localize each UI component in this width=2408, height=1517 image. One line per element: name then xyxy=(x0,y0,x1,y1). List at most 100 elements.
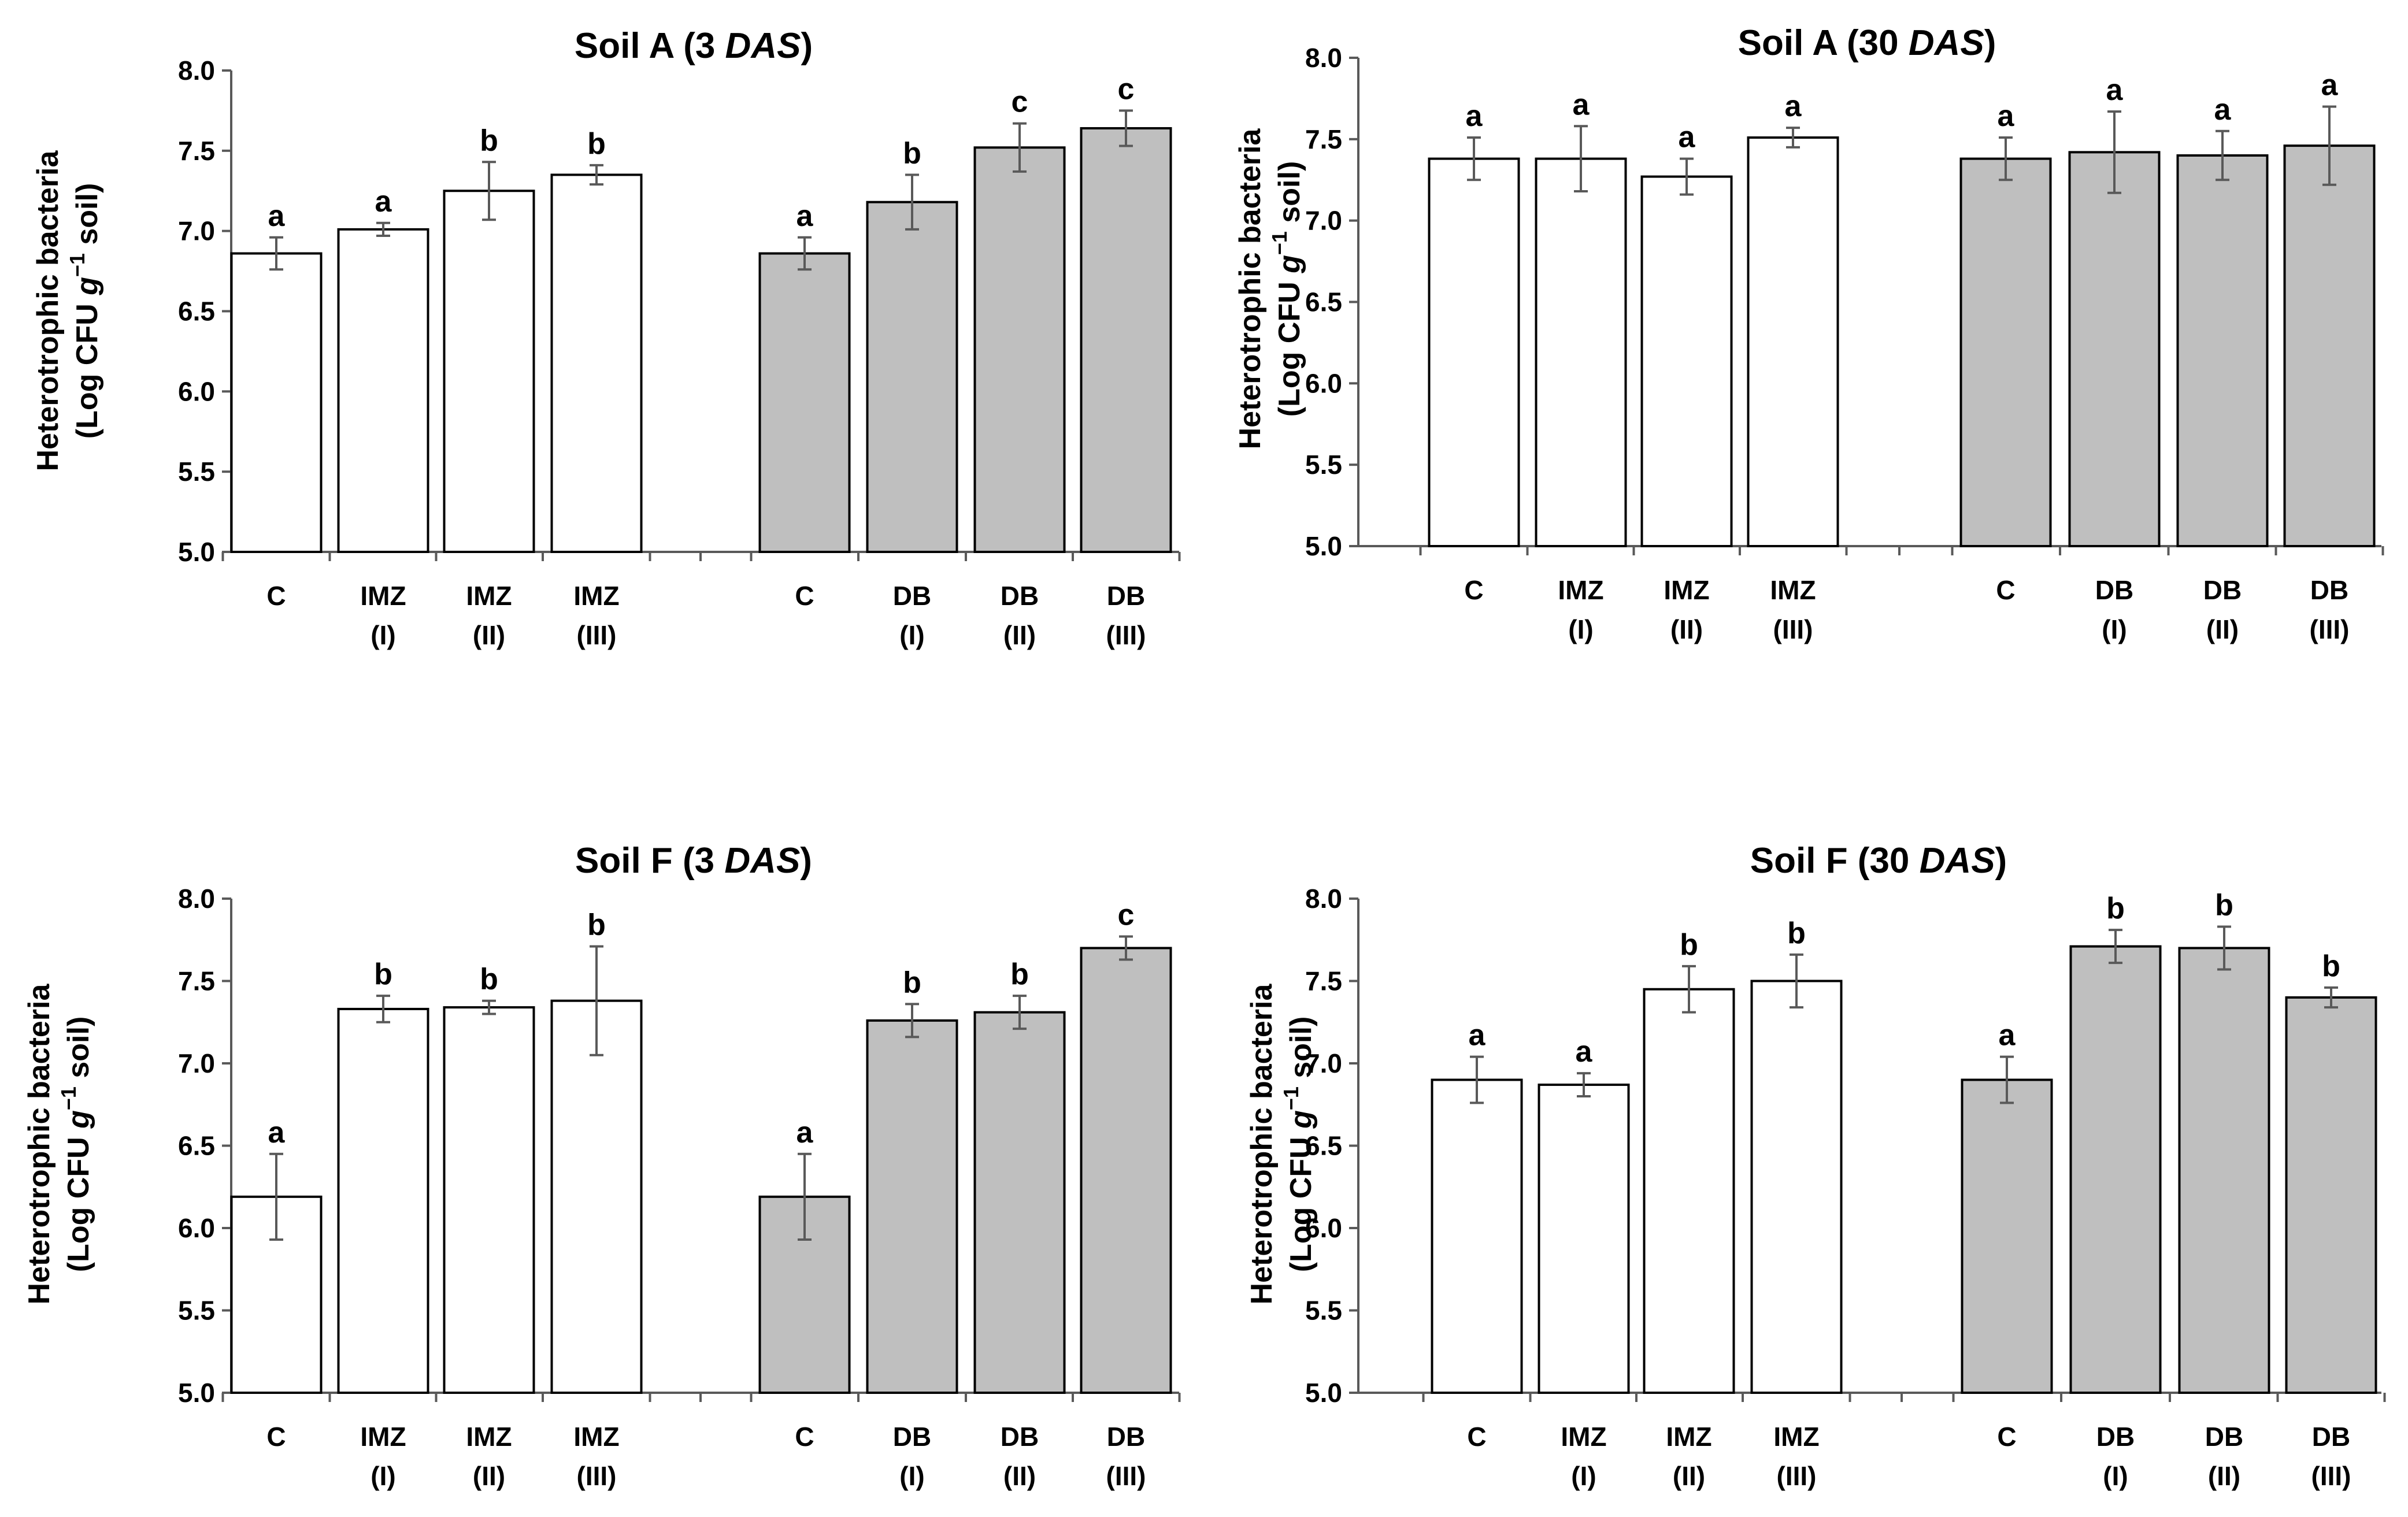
chart-title-close: ) xyxy=(801,26,813,66)
significance-label: b xyxy=(903,136,921,170)
y-tick-label: 6.5 xyxy=(1305,1131,1342,1161)
significance-label: a xyxy=(1469,1019,1486,1052)
y-axis-label: Heterotrophic bacteria (Log CFU g−1 soil) xyxy=(23,984,95,1305)
bar xyxy=(973,146,1066,553)
x-tick-label: IMZ xyxy=(1666,1422,1711,1452)
bar xyxy=(1080,127,1172,553)
x-tick-label-sub: (III) xyxy=(1106,1461,1146,1491)
x-tick-label: DB xyxy=(2312,1422,2350,1452)
x-tick-label: DB xyxy=(1107,581,1145,611)
y-axis-label: Heterotrophic bacteria (Log CFU g−1 soil) xyxy=(31,150,104,472)
y-tick-label: 5.5 xyxy=(178,1296,215,1326)
bar xyxy=(973,1011,1066,1394)
x-tick-label: DB xyxy=(2096,1422,2135,1452)
x-tick-label: DB xyxy=(1001,581,1039,611)
x-tick-label: C xyxy=(795,581,814,611)
significance-label: b xyxy=(2322,949,2340,983)
significance-label: a xyxy=(2321,69,2339,102)
y-axis-label: Heterotrophic bacteria (Log CFU g−1 soil) xyxy=(1233,128,1306,450)
y-tick-label: 8.0 xyxy=(1305,43,1342,73)
x-tick-label-sub: (III) xyxy=(577,1461,617,1491)
bar xyxy=(2069,945,2162,1394)
chart-title-italic: DAS xyxy=(1920,841,1995,881)
x-tick-label: IMZ xyxy=(573,1422,619,1452)
y-axis-label-line2-a: (Log xyxy=(1284,1207,1318,1273)
significance-label: b xyxy=(1787,917,1806,950)
bar xyxy=(1428,157,1520,547)
chart-title-main: Soil F (30 xyxy=(1750,841,1920,881)
x-tick-label-sub: (I) xyxy=(899,1461,924,1491)
y-axis-label-line2-d: soil) xyxy=(71,183,104,253)
significance-label: a xyxy=(268,1116,286,1149)
y-tick-label: 6.0 xyxy=(1305,1213,1342,1243)
significance-label: b xyxy=(587,908,606,942)
chart-title-close: ) xyxy=(1995,841,2007,881)
bar xyxy=(2178,947,2270,1394)
y-axis-label-line2-sup: −1 xyxy=(57,1086,80,1110)
significance-label: a xyxy=(1999,1019,2016,1052)
significance-label: b xyxy=(2106,892,2125,925)
x-tick-label: IMZ xyxy=(1561,1422,1606,1452)
bar xyxy=(1538,1084,1630,1394)
significance-label: a xyxy=(1785,90,1802,123)
bar xyxy=(1959,157,2052,547)
x-tick-label-sub: (I) xyxy=(371,620,395,650)
x-tick-label-sub: (III) xyxy=(2310,614,2350,644)
y-tick-label: 8.0 xyxy=(178,884,215,914)
y-tick-label: 7.0 xyxy=(178,1048,215,1078)
x-tick-label: IMZ xyxy=(466,1422,512,1452)
chart-title-main: Soil A (30 xyxy=(1738,23,1909,63)
bar xyxy=(758,252,851,554)
bar xyxy=(1431,1078,1523,1394)
y-tick-label: 7.5 xyxy=(178,136,215,166)
bar xyxy=(337,228,429,553)
y-tick-label: 6.5 xyxy=(178,1131,215,1161)
significance-label: a xyxy=(1679,121,1696,154)
bar xyxy=(2176,154,2269,547)
x-tick-label: IMZ xyxy=(1770,575,1816,605)
significance-label: b xyxy=(374,958,392,991)
y-axis-label-line1: Heterotrophic bacteria xyxy=(31,150,65,472)
y-tick-label: 7.0 xyxy=(178,216,215,246)
significance-label: a xyxy=(375,185,392,218)
bar xyxy=(550,173,643,553)
x-tick-label: IMZ xyxy=(1664,575,1709,605)
chart-title-close: ) xyxy=(1984,23,1996,63)
x-tick-label: DB xyxy=(2095,575,2133,605)
x-tick-label-sub: (II) xyxy=(473,1461,505,1491)
x-tick-label: IMZ xyxy=(1558,575,1603,605)
bar xyxy=(866,1019,958,1394)
chart-title-main: Soil F (3 xyxy=(575,841,724,881)
x-tick-label-sub: (I) xyxy=(2102,614,2127,644)
y-axis-label: Heterotrophic bacteria (Log CFU g−1 soil) xyxy=(1245,984,1318,1305)
x-tick-label: DB xyxy=(1107,1422,1145,1452)
y-axis-label-line2-b: CFU xyxy=(71,295,104,374)
chart-panel-3: Soil F (3 DAS) Heterotrophic bacteria (Log… xyxy=(23,841,1181,1491)
y-tick-label: 7.5 xyxy=(1305,124,1342,154)
bar xyxy=(443,1006,535,1394)
y-axis-label-line2-g: g xyxy=(1273,255,1306,274)
y-axis-label-line2-a: (Log xyxy=(1273,352,1306,417)
significance-label: a xyxy=(2106,73,2124,107)
significance-label: b xyxy=(2215,888,2233,922)
y-tick-label: 7.5 xyxy=(1305,966,1342,996)
x-tick-label-sub: (III) xyxy=(1773,614,1813,644)
x-tick-label-sub: (III) xyxy=(1777,1461,1817,1491)
y-tick-label: 5.5 xyxy=(1305,450,1342,480)
chart-title-italic: DAS xyxy=(724,841,800,881)
x-tick-label: IMZ xyxy=(360,1422,406,1452)
bar xyxy=(550,999,643,1394)
x-tick-label-sub: (III) xyxy=(2311,1461,2351,1491)
y-axis-label-line1: Heterotrophic bacteria xyxy=(1233,128,1267,450)
x-tick-label: DB xyxy=(2205,1422,2243,1452)
y-tick-label: 6.0 xyxy=(1305,368,1342,398)
x-tick-label: C xyxy=(266,581,286,611)
significance-label: a xyxy=(1576,1035,1593,1069)
y-tick-label: 6.0 xyxy=(178,376,215,406)
y-axis-label-line2-b: CFU xyxy=(62,1129,95,1207)
significance-label: c xyxy=(1118,899,1135,932)
bar xyxy=(1961,1078,2053,1394)
chart-title: Soil F (3 DAS) xyxy=(575,841,812,881)
bar xyxy=(230,252,323,554)
bar xyxy=(337,1007,429,1394)
